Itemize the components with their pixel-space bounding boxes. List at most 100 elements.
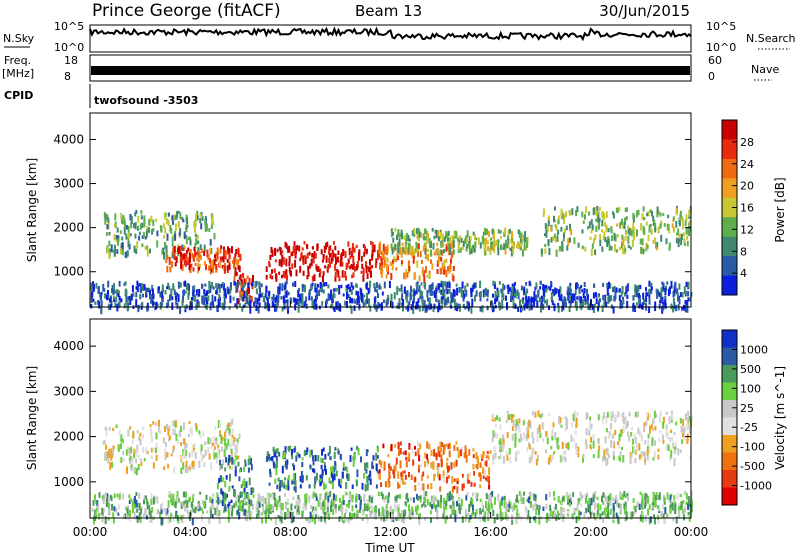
heatmap-cell — [449, 236, 452, 244]
heatmap-cell — [390, 300, 393, 306]
heatmap-cell — [143, 284, 146, 291]
heatmap-cell — [309, 511, 312, 519]
heatmap-cell — [111, 285, 114, 290]
heatmap-cell — [374, 263, 377, 268]
heatmap-cell — [668, 416, 671, 425]
heatmap-cell — [323, 462, 326, 468]
heatmap-cell — [137, 454, 140, 460]
heatmap-cell — [651, 440, 654, 446]
heatmap-cell — [605, 211, 608, 219]
heatmap-cell — [490, 237, 493, 241]
heatmap-cell — [104, 293, 107, 299]
heatmap-cell — [516, 508, 519, 515]
heatmap-cell — [396, 234, 398, 241]
heatmap-cell — [532, 297, 535, 303]
heatmap-cell — [134, 222, 137, 230]
heatmap-cell — [647, 438, 650, 446]
heatmap-cell — [560, 509, 563, 517]
heatmap-cell — [415, 248, 418, 253]
heatmap-cell — [440, 280, 443, 285]
heatmap-cell — [672, 292, 675, 298]
heatmap-cell — [619, 511, 622, 515]
heatmap-cell — [490, 300, 493, 306]
heatmap-cell — [662, 513, 665, 519]
heatmap-cell — [678, 283, 681, 290]
heatmap-cell — [507, 235, 510, 240]
heatmap-cell — [686, 421, 689, 428]
heatmap-cell — [652, 222, 655, 226]
heatmap-cell — [397, 441, 400, 450]
heatmap-cell — [578, 295, 581, 302]
heatmap-cell — [580, 296, 583, 304]
heatmap-cell — [453, 485, 456, 490]
heatmap-cell — [593, 303, 596, 307]
heatmap-cell — [602, 517, 605, 523]
heatmap-cell — [349, 494, 352, 501]
heatmap-cell — [107, 280, 110, 288]
heatmap-cell — [138, 492, 141, 499]
heatmap-cell — [117, 444, 120, 452]
heatmap-cell — [551, 428, 554, 433]
heatmap-cell — [138, 283, 141, 287]
heatmap-cell — [423, 299, 426, 308]
heatmap-cell — [221, 500, 224, 507]
heatmap-cell — [558, 515, 561, 519]
heatmap-cell — [635, 213, 638, 218]
heatmap-cell — [606, 506, 609, 515]
heatmap-cell — [350, 289, 353, 295]
heatmap-cell — [176, 490, 179, 497]
heatmap-cell — [519, 433, 522, 441]
heatmap-cell — [397, 247, 400, 254]
heatmap-cell — [329, 491, 332, 498]
heatmap-cell — [430, 517, 432, 523]
heatmap-cell — [246, 511, 249, 519]
heatmap-cell — [150, 497, 153, 506]
heatmap-cell — [356, 510, 359, 518]
heatmap-cell — [502, 455, 505, 464]
heatmap-cell — [520, 493, 523, 502]
heatmap-cell — [212, 435, 215, 444]
heatmap-cell — [655, 242, 658, 249]
heatmap-cell — [399, 441, 402, 446]
heatmap-cell — [181, 299, 184, 307]
heatmap-cell — [606, 240, 609, 248]
heatmap-cell — [653, 219, 656, 223]
heatmap-cell — [140, 216, 143, 220]
heatmap-cell — [194, 452, 197, 459]
heatmap-cell — [152, 300, 155, 307]
heatmap-cell — [651, 210, 654, 217]
heatmap-cell — [643, 298, 645, 305]
heatmap-cell — [304, 256, 307, 264]
heatmap-cell — [549, 286, 552, 291]
heatmap-cell — [152, 462, 155, 469]
heatmap-cell — [356, 265, 358, 271]
heatmap-cell — [296, 298, 299, 305]
heatmap-cell — [597, 294, 600, 298]
heatmap-cell — [412, 300, 414, 309]
heatmap-cell — [510, 296, 512, 302]
heatmap-cell — [206, 290, 208, 296]
heatmap-cell — [112, 296, 115, 300]
heatmap-cell — [363, 472, 365, 479]
heatmap-cell — [627, 235, 630, 244]
heatmap-cell — [312, 506, 315, 513]
nave-label: Nave — [751, 63, 779, 76]
heatmap-cell — [423, 283, 426, 288]
heatmap-cell — [532, 437, 535, 444]
heatmap-cell — [342, 495, 345, 502]
heatmap-cell — [394, 444, 397, 448]
heatmap-cell — [447, 237, 450, 242]
heatmap-cell — [164, 241, 167, 249]
heatmap-cell — [426, 475, 429, 479]
heatmap-cell — [592, 454, 595, 459]
heatmap-cell — [602, 283, 605, 287]
heatmap-cell — [436, 248, 439, 253]
heatmap-cell — [164, 227, 167, 234]
heatmap-cell — [452, 240, 455, 248]
heatmap-cell — [215, 264, 218, 271]
heatmap-cell — [534, 494, 537, 501]
heatmap-cell — [469, 236, 472, 242]
heatmap-cell — [240, 279, 243, 288]
heatmap-cell — [485, 477, 488, 481]
heatmap-cell — [113, 493, 116, 499]
